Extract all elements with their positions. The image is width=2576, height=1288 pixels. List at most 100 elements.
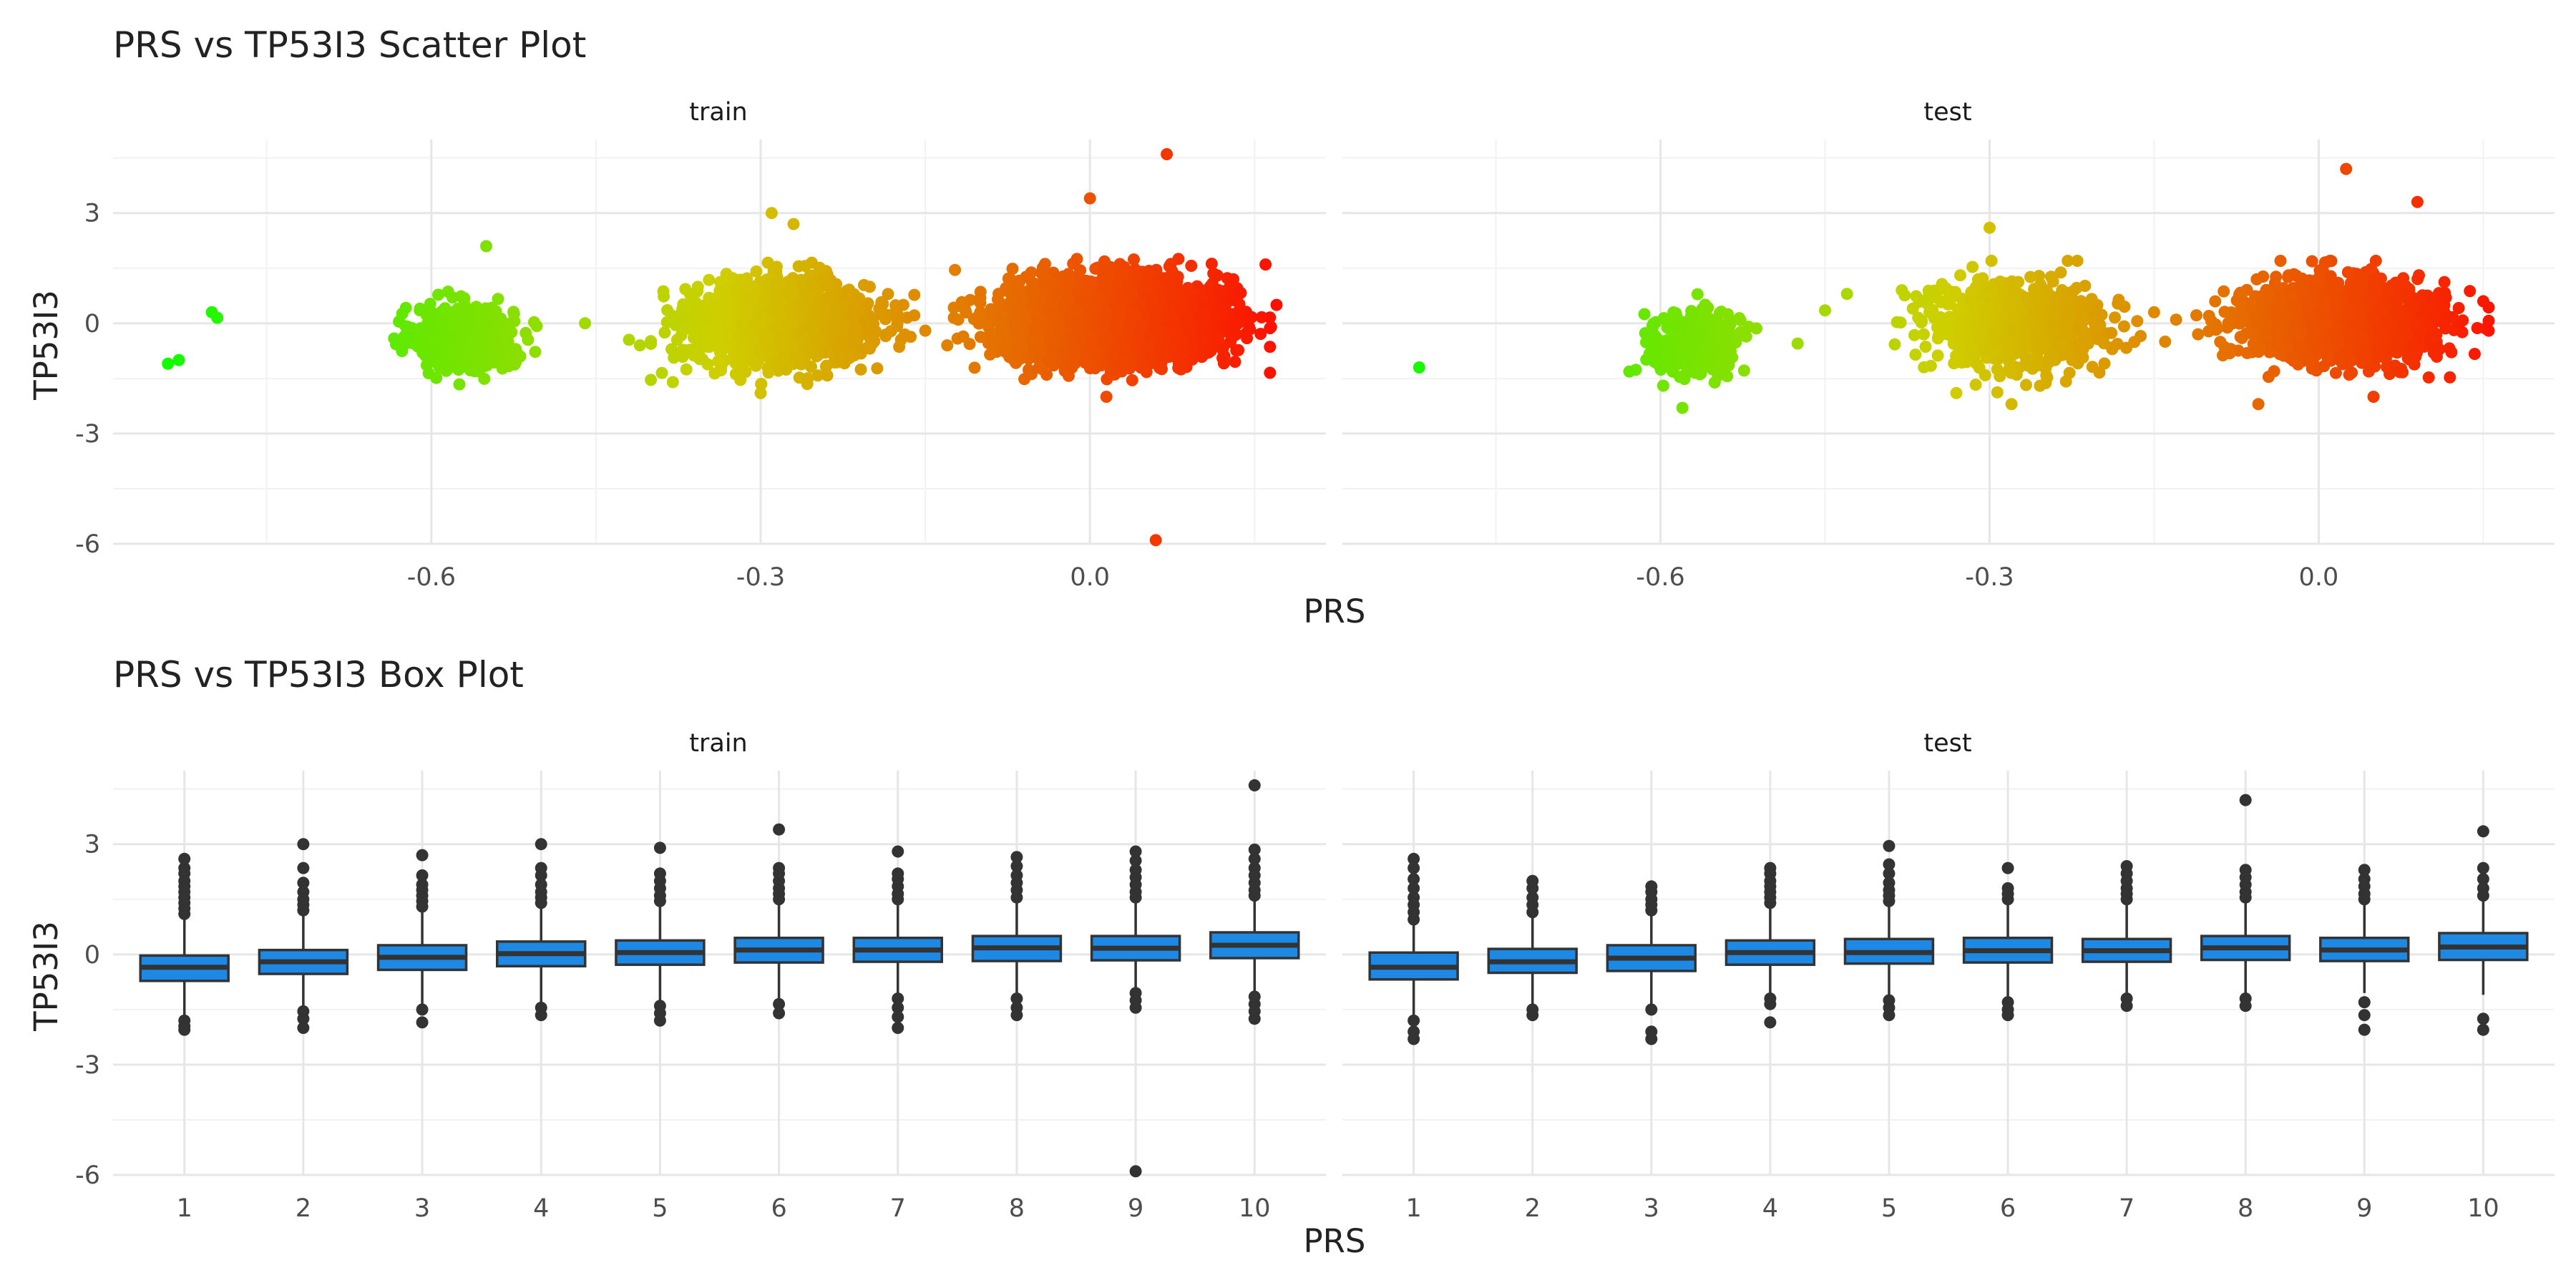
- scatter-point: [1134, 296, 1147, 308]
- scatter-point: [796, 331, 809, 344]
- scatter-point: [1126, 374, 1138, 386]
- scatter-point: [388, 332, 401, 345]
- scatter-point: [819, 360, 832, 373]
- scatter-point: [677, 298, 690, 311]
- scatter-point: [1000, 283, 1013, 296]
- scatter-point: [744, 292, 757, 305]
- scatter-point: [211, 311, 224, 324]
- scatter-point: [799, 260, 811, 273]
- scatter-point: [1146, 301, 1159, 313]
- scatter-point: [414, 322, 427, 335]
- scatter-point: [754, 386, 767, 399]
- scatter-point: [1010, 307, 1023, 320]
- scatter-point: [691, 328, 704, 341]
- scatter-point: [854, 363, 867, 376]
- scatter-point: [699, 313, 712, 326]
- scatter-point: [828, 324, 841, 337]
- scatter-point: [439, 318, 452, 331]
- x-tick-label: -0.6: [407, 563, 456, 592]
- scatter-point: [480, 240, 492, 253]
- scatter-point: [162, 357, 175, 370]
- scatter-point: [1117, 342, 1130, 355]
- scatter-point: [877, 298, 889, 311]
- scatter-point: [949, 263, 962, 276]
- scatter-point: [974, 306, 987, 318]
- scatter-point: [1100, 305, 1113, 318]
- scatter-point: [1172, 361, 1185, 374]
- scatter-point: [992, 293, 1004, 306]
- scatter-point: [1195, 336, 1207, 348]
- x-tick-label: -0.3: [1965, 563, 2014, 592]
- scatter-point: [1234, 307, 1246, 320]
- scatter-point: [879, 330, 892, 343]
- scatter-point: [874, 308, 887, 321]
- scatter-point: [794, 298, 807, 311]
- scatter-point: [1232, 343, 1245, 356]
- scatter-point: [1218, 350, 1231, 363]
- scatter-point: [1101, 373, 1113, 386]
- scatter-point: [974, 331, 987, 343]
- scatter-point: [1121, 282, 1134, 294]
- scatter-panel-test: -0.6 -0.3 0.0: [1342, 140, 2555, 592]
- scatter-point: [1016, 330, 1029, 343]
- x-tick-label: 0.0: [1070, 563, 1110, 592]
- scatter-point: [1142, 268, 1155, 281]
- scatter-point: [1166, 286, 1179, 299]
- scatter-point: [1011, 279, 1024, 292]
- scatter-point: [957, 330, 970, 343]
- scatter-point: [729, 286, 742, 298]
- scatter-point: [984, 348, 997, 361]
- scatter-point: [776, 336, 789, 349]
- scatter-point: [486, 328, 499, 341]
- scatter-point: [396, 345, 409, 358]
- scatter-point: [801, 378, 814, 391]
- scatter-point: [1148, 312, 1161, 325]
- scatter-point: [701, 341, 714, 353]
- scatter-point: [737, 361, 750, 374]
- x-tick-label: -0.3: [736, 563, 785, 592]
- scatter-point: [529, 346, 542, 358]
- scatter-point: [787, 318, 800, 331]
- scatter-point: [861, 341, 874, 354]
- scatter-point: [439, 356, 452, 369]
- scatter-point: [676, 351, 689, 364]
- scatter-point: [449, 348, 462, 361]
- scatter-point: [459, 356, 472, 369]
- scatter-point: [703, 273, 716, 286]
- scatter-point: [721, 302, 734, 315]
- scatter-point: [750, 265, 763, 278]
- scatter-point: [447, 307, 460, 320]
- scatter-point: [908, 288, 921, 301]
- scatter-point: [172, 353, 185, 366]
- scatter-point: [1025, 266, 1038, 279]
- scatter-point: [710, 328, 723, 341]
- scatter-point: [893, 341, 906, 353]
- scatter-point: [1065, 360, 1078, 373]
- scatter-point: [680, 363, 693, 376]
- scatter-point: [1032, 298, 1045, 311]
- scatter-point: [444, 332, 457, 345]
- scatter-point: [1185, 260, 1198, 272]
- scatter-point: [469, 360, 482, 373]
- scatter-point: [1264, 366, 1277, 379]
- scatter-point: [809, 335, 822, 348]
- scatter-point: [472, 338, 485, 351]
- scatter-point: [741, 279, 753, 292]
- scatter-point: [824, 291, 837, 303]
- scatter-point: [1006, 263, 1019, 275]
- scatter-point: [848, 325, 861, 338]
- scatter-point: [1105, 349, 1118, 362]
- scatter-point: [974, 291, 987, 304]
- scatter-panel-train: -0.6 -0.3 0.0: [113, 140, 1326, 592]
- scatter-point: [955, 300, 967, 313]
- scatter-point: [968, 361, 981, 374]
- scatter-point: [1197, 307, 1210, 320]
- scatter-point: [1058, 300, 1070, 313]
- scatter-point: [789, 351, 801, 364]
- scatter-point: [508, 315, 521, 328]
- scatter-point: [1156, 348, 1169, 361]
- scatter-point: [1196, 292, 1209, 305]
- scatter-point: [1149, 534, 1162, 547]
- scatter-point: [665, 343, 678, 356]
- scatter-point: [693, 353, 706, 366]
